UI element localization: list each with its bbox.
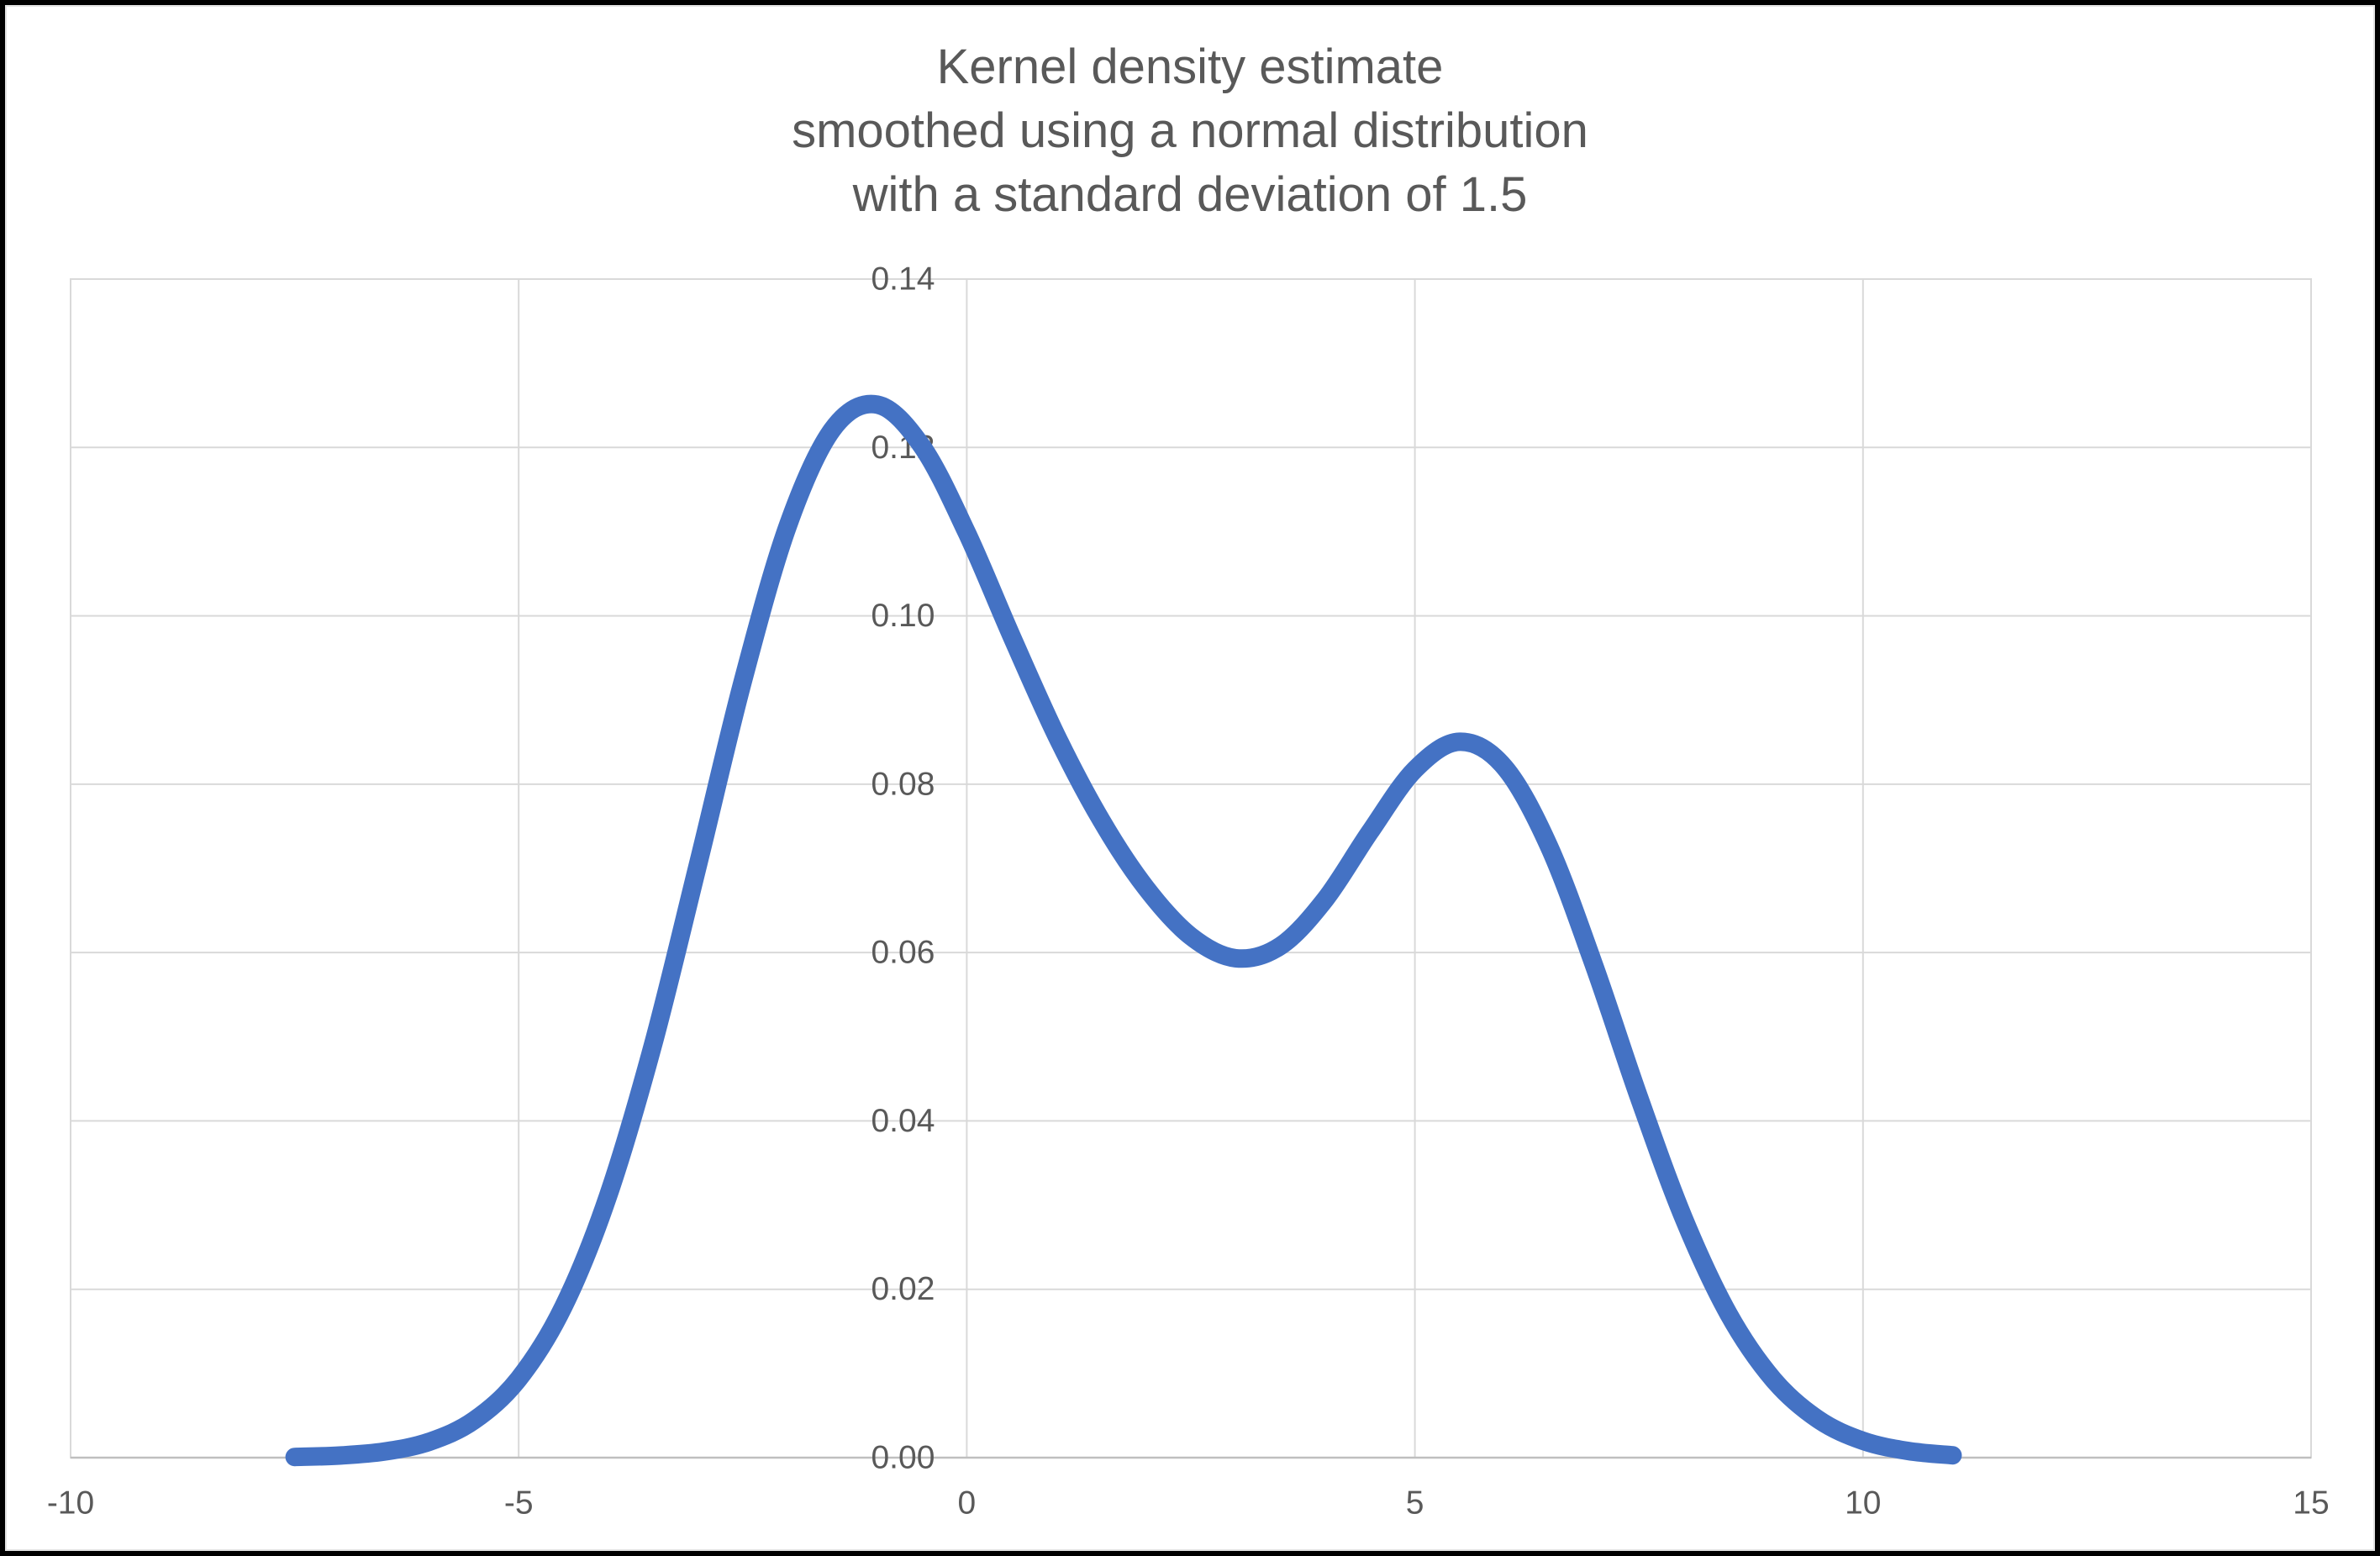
plot-border: [70, 278, 2312, 1458]
y-tick-label: 0.06: [871, 935, 935, 971]
chart-title-line-2: smoothed using a normal distribution: [792, 103, 1588, 158]
y-tick-label: 0.08: [871, 766, 935, 802]
x-tick-label: 15: [2293, 1485, 2329, 1522]
y-tick-label: 0.02: [871, 1271, 935, 1307]
kde-curve: [285, 394, 1962, 1467]
x-tick-label: 5: [1406, 1485, 1424, 1522]
y-tick-label: 0.14: [871, 261, 935, 298]
chart-title-line-3: with a standard deviation of 1.5: [852, 167, 1528, 222]
x-tick-label: -10: [47, 1485, 94, 1522]
chart-title: Kernel density estimate smoothed using a…: [0, 35, 2380, 227]
y-tick-label: 0.00: [871, 1440, 935, 1476]
x-tick-label: 0: [958, 1485, 977, 1522]
y-tick-label: 0.10: [871, 598, 935, 634]
y-tick-label: 0.04: [871, 1103, 935, 1139]
x-tick-label: 10: [1845, 1485, 1881, 1522]
x-tick-label: -5: [504, 1485, 534, 1522]
chart-title-line-1: Kernel density estimate: [936, 40, 1444, 94]
